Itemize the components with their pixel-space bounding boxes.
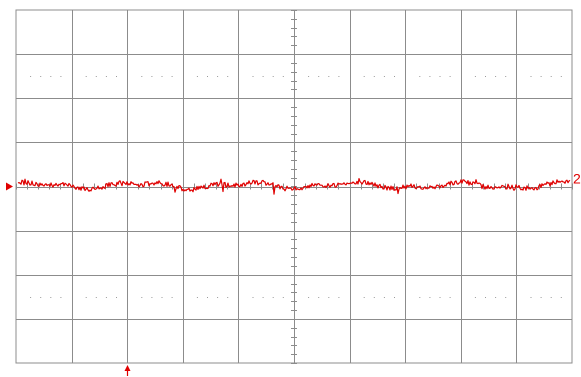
grid-dot [505, 297, 507, 298]
grid-dot [495, 297, 497, 298]
grid-dot [530, 76, 532, 77]
grid-dot [272, 297, 274, 298]
grid-dot [485, 297, 486, 298]
grid-dot [560, 297, 562, 298]
grid-dot [308, 76, 310, 77]
grid-dot [449, 76, 451, 77]
grid-dot [196, 297, 198, 298]
grid-dot [282, 76, 284, 77]
grid-dot [207, 76, 208, 77]
grid-dot [338, 76, 340, 77]
trigger-arrow-head [124, 365, 131, 371]
grid-dot [105, 76, 107, 77]
grid-dot [105, 297, 107, 298]
grid-dot [141, 76, 143, 77]
grid-dot [560, 76, 562, 77]
grid-dot [116, 297, 117, 298]
grid-dot [60, 76, 62, 77]
grid-dot [50, 297, 52, 298]
grid-dot [474, 76, 476, 77]
grid-dot [540, 297, 542, 298]
grid-dot [328, 76, 330, 77]
grid-dot [394, 297, 395, 298]
grid-dot [383, 76, 385, 77]
grid-dot [429, 297, 431, 298]
grid-dot [318, 297, 320, 298]
grid-dot [171, 297, 173, 298]
grid-dot [252, 76, 254, 77]
grid-dot [217, 76, 219, 77]
grid-dot [485, 76, 486, 77]
grid-dot [50, 76, 52, 77]
grid-dot [373, 76, 375, 77]
grid-dot [161, 297, 163, 298]
grid-dot [338, 297, 340, 298]
grid-dot [550, 76, 552, 77]
grid-dot [151, 297, 153, 298]
grid-dot [449, 297, 451, 298]
grid-dot [505, 76, 507, 77]
grid-dot [530, 297, 532, 298]
grid-dot [262, 297, 264, 298]
grid-dot [60, 297, 62, 298]
grid-dot [308, 297, 310, 298]
grid-dot [207, 297, 208, 298]
grid-dot [262, 76, 264, 77]
grid-dot [272, 76, 274, 77]
grid-dot [171, 76, 173, 77]
grid-dot [85, 297, 87, 298]
grid-dot [161, 76, 163, 77]
grid-dot [363, 297, 365, 298]
channel-label: 2 [573, 171, 581, 187]
grid-dot [252, 297, 254, 298]
grid-dot [30, 297, 32, 298]
grid-dot [40, 297, 42, 298]
grid-dot [227, 297, 229, 298]
grid-dot [141, 297, 143, 298]
grid-dot [439, 76, 441, 77]
graticule-dots [30, 76, 562, 298]
grid-dot [217, 297, 219, 298]
grid-dot [116, 76, 117, 77]
channel-2-trace [17, 178, 571, 195]
grid-dot [383, 297, 385, 298]
grid-dot [328, 297, 330, 298]
center-axis-ticks [16, 10, 573, 364]
trigger-position-arrow-icon [124, 365, 131, 376]
grid-dot [318, 76, 320, 77]
grid-dot [429, 76, 431, 77]
grid-dot [540, 76, 542, 77]
ground-level-marker-icon [6, 182, 13, 191]
grid-dot [95, 76, 97, 77]
grid-dot [227, 76, 229, 77]
grid-dot [474, 297, 476, 298]
grid-dot [282, 297, 284, 298]
grid-dot [151, 76, 153, 77]
grid-dot [394, 76, 395, 77]
grid-dot [419, 76, 421, 77]
grid-dot [373, 297, 375, 298]
grid-dot [439, 297, 441, 298]
grid-dot [95, 297, 97, 298]
grid-dot [40, 76, 42, 77]
grid-dot [85, 76, 87, 77]
grid-dot [550, 297, 552, 298]
grid-dot [30, 76, 32, 77]
grid-dot [196, 76, 198, 77]
grid-dot [495, 76, 497, 77]
grid-dot [363, 76, 365, 77]
grid-dot [419, 297, 421, 298]
